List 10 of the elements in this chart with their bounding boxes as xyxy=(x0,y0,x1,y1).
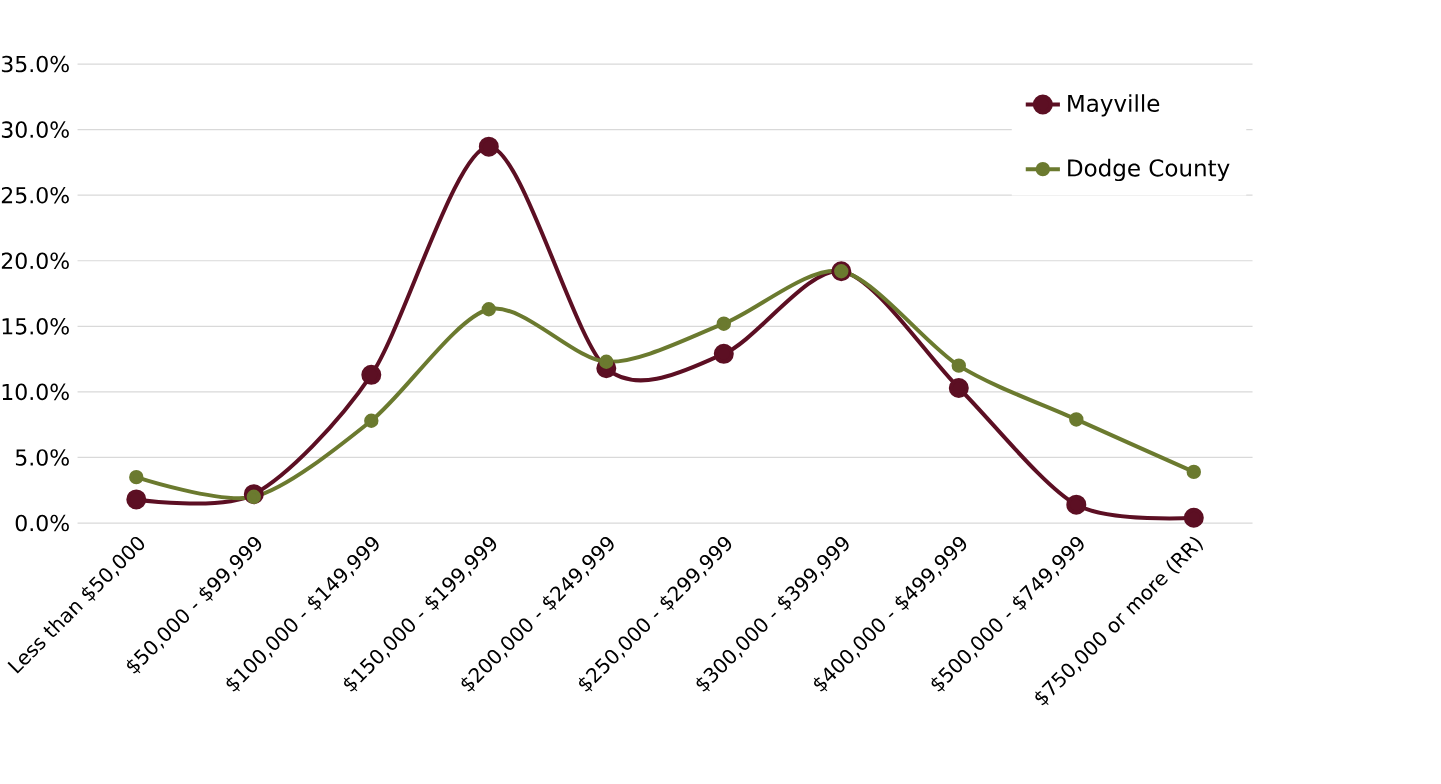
y-tick-label: 20.0% xyxy=(1,252,69,270)
y-tick-label: 25.0% xyxy=(1,186,69,204)
legend-label: Mayville xyxy=(1068,94,1160,117)
y-tick-label: 30.0% xyxy=(1,121,69,138)
y-tick-label: 35.0% xyxy=(1,55,69,73)
legend-label: Dodge County xyxy=(1068,158,1230,182)
y-tick-label: 0.0% xyxy=(15,514,69,532)
y-tick-label: 10.0% xyxy=(2,383,69,401)
y-tick-label: 15.0% xyxy=(2,318,69,335)
y-tick-label: 5.0% xyxy=(15,449,69,466)
